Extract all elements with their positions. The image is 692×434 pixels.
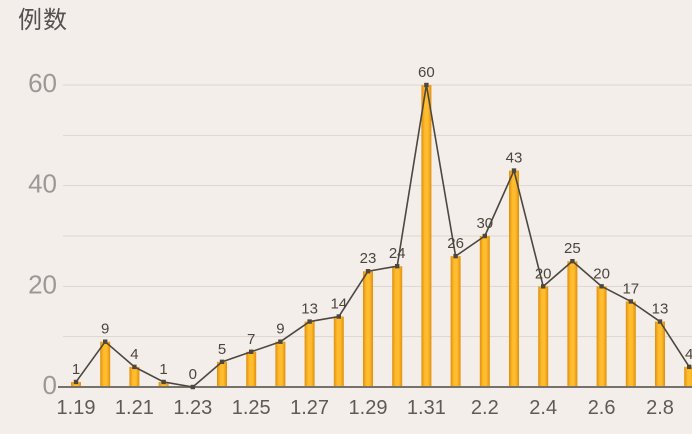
data-point-marker [103, 339, 108, 344]
x-tick-label: 1.19 [57, 397, 96, 419]
value-label: 43 [506, 150, 523, 167]
bar [479, 236, 490, 387]
data-point-marker [307, 319, 312, 324]
y-axis-labels: 0 20 40 60 [28, 68, 57, 400]
data-point-marker [511, 168, 517, 173]
bars [71, 85, 692, 387]
x-tick-label: 1.25 [232, 397, 271, 419]
value-label: 25 [564, 240, 581, 257]
data-point-marker [336, 314, 341, 319]
markers [73, 82, 692, 390]
trend-line [75, 84, 690, 388]
data-point-marker [541, 284, 546, 289]
value-label: 1 [159, 361, 167, 378]
bar [509, 170, 519, 387]
data-point-marker [190, 384, 195, 390]
value-label: 4 [685, 346, 692, 363]
data-point-marker [657, 319, 663, 324]
data-point-marker [73, 379, 79, 385]
data-point-marker [628, 299, 633, 304]
bar [625, 301, 636, 387]
bar [304, 321, 315, 387]
y-tick-label: 60 [28, 68, 57, 98]
bar [100, 341, 111, 387]
value-label: 7 [247, 331, 255, 348]
data-point-marker [453, 253, 458, 259]
bar [333, 316, 344, 387]
y-tick-label: 20 [28, 269, 57, 299]
value-label: 30 [476, 215, 493, 232]
data-point-marker [395, 264, 400, 269]
bar [246, 351, 257, 387]
y-tick-label: 40 [28, 169, 57, 199]
value-labels: 1 9 4 1 0 5 7 9 13 14 23 24 60 26 30 43 20 25 20 17 13 4 [72, 64, 692, 383]
data-point-marker [599, 284, 604, 289]
gridlines [63, 84, 692, 338]
x-tick-label: 1.27 [290, 397, 329, 419]
value-label: 0 [189, 366, 197, 383]
value-label: 13 [652, 301, 669, 318]
bar [567, 261, 578, 387]
bar [71, 381, 81, 387]
x-tick-label: 2.8 [646, 397, 674, 419]
value-label: 14 [330, 296, 347, 313]
bar [450, 256, 461, 387]
data-point-marker [365, 269, 371, 274]
bar [538, 286, 549, 387]
value-label: 24 [389, 245, 406, 262]
x-tick-label: 1.31 [407, 397, 446, 419]
bar [158, 381, 169, 387]
data-point-marker [424, 82, 429, 88]
value-label: 20 [593, 265, 610, 282]
data-point-marker [132, 364, 137, 370]
x-tick-label: 2.6 [588, 397, 616, 419]
x-axis-labels: 1.19 1.21 1.23 1.25 1.27 1.29 1.31 2.2 2.4 2.6 2.8 [57, 397, 674, 419]
value-label: 23 [360, 250, 377, 267]
x-tick-label: 1.23 [173, 397, 212, 419]
x-tick-label: 1.21 [115, 397, 154, 419]
value-label: 1 [72, 361, 80, 378]
bar [217, 361, 227, 387]
x-tick-label: 1.29 [349, 397, 388, 419]
value-label: 9 [276, 321, 284, 338]
bar [363, 271, 373, 387]
data-point-marker [570, 258, 575, 264]
y-axis-title: 例数 [18, 7, 68, 34]
x-tick-label: 2.2 [471, 397, 499, 419]
value-label: 5 [218, 341, 226, 358]
value-label: 26 [447, 235, 464, 252]
value-label: 4 [130, 346, 138, 363]
bar [596, 286, 607, 387]
bar [655, 321, 665, 387]
value-label: 60 [418, 64, 435, 81]
bar [392, 266, 403, 387]
x-tick-label: 2.4 [529, 397, 557, 419]
bar [421, 85, 432, 387]
data-point-marker [278, 339, 283, 344]
value-label: 17 [622, 280, 639, 297]
bar [129, 366, 140, 387]
value-label: 20 [535, 265, 552, 282]
data-point-marker [482, 233, 487, 239]
bar [275, 341, 286, 387]
y-tick-label: 0 [43, 370, 57, 400]
data-point-marker [219, 359, 225, 365]
data-point-marker [161, 379, 166, 385]
data-point-marker [687, 364, 692, 370]
data-point-marker [249, 349, 254, 354]
value-label: 9 [101, 321, 109, 338]
bar [684, 366, 692, 387]
value-label: 13 [301, 301, 318, 318]
